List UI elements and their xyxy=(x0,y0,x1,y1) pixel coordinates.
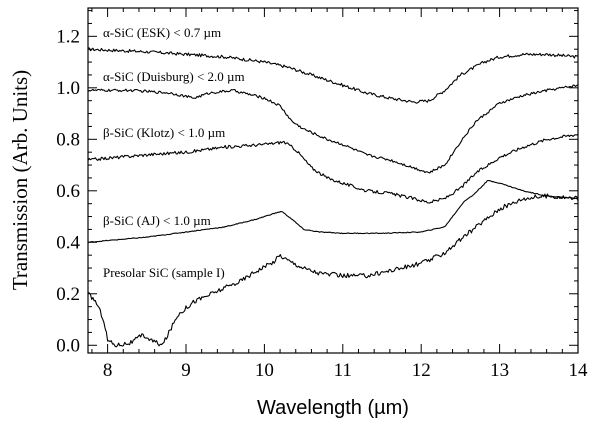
y-axis-label: Transmission (Arb. Units) xyxy=(8,70,32,290)
series-layer xyxy=(87,47,579,348)
x-tick-label: 8 xyxy=(103,360,113,381)
y-tick-label: 0.6 xyxy=(56,181,80,202)
series-line xyxy=(87,133,579,204)
series-label: α-SiC (ESK) < 0.7 µm xyxy=(103,25,221,40)
y-tick-label: 0.8 xyxy=(56,129,80,150)
y-tick-label: 0.0 xyxy=(56,335,80,356)
x-tick-label: 12 xyxy=(412,360,431,381)
y-tick-label: 0.2 xyxy=(56,284,80,305)
series-line xyxy=(87,193,579,348)
x-tick-label: 10 xyxy=(255,360,274,381)
series-line xyxy=(87,180,579,243)
series-label: β-SiC (AJ) < 1.0 µm xyxy=(103,213,211,228)
y-tick-label: 1.0 xyxy=(56,78,80,99)
x-tick-label: 9 xyxy=(181,360,191,381)
x-tick-label: 14 xyxy=(569,360,589,381)
x-axis-label: Wavelength (µm) xyxy=(257,397,409,419)
series-line xyxy=(87,47,579,104)
series-label: α-SiC (Duisburg) < 2.0 µm xyxy=(103,69,245,84)
x-tick-label: 11 xyxy=(334,360,352,381)
series-labels-layer: α-SiC (ESK) < 0.7 µm α-SiC (Duisburg) < 2… xyxy=(103,25,245,280)
y-tick-label: 0.4 xyxy=(56,232,80,253)
series-line xyxy=(87,84,579,174)
series-label: β-SiC (Klotz) < 1.0 µm xyxy=(103,125,225,140)
x-tick-label: 13 xyxy=(490,360,509,381)
ticks-layer: 8 9 10 11 12 13 14 0.0 0.2 0.4 0.6 0.8 1.0 1.2 xyxy=(56,8,588,381)
plot-frame xyxy=(87,7,579,354)
series-label: Presolar SiC (sample I) xyxy=(103,265,225,280)
y-tick-label: 1.2 xyxy=(56,26,80,47)
